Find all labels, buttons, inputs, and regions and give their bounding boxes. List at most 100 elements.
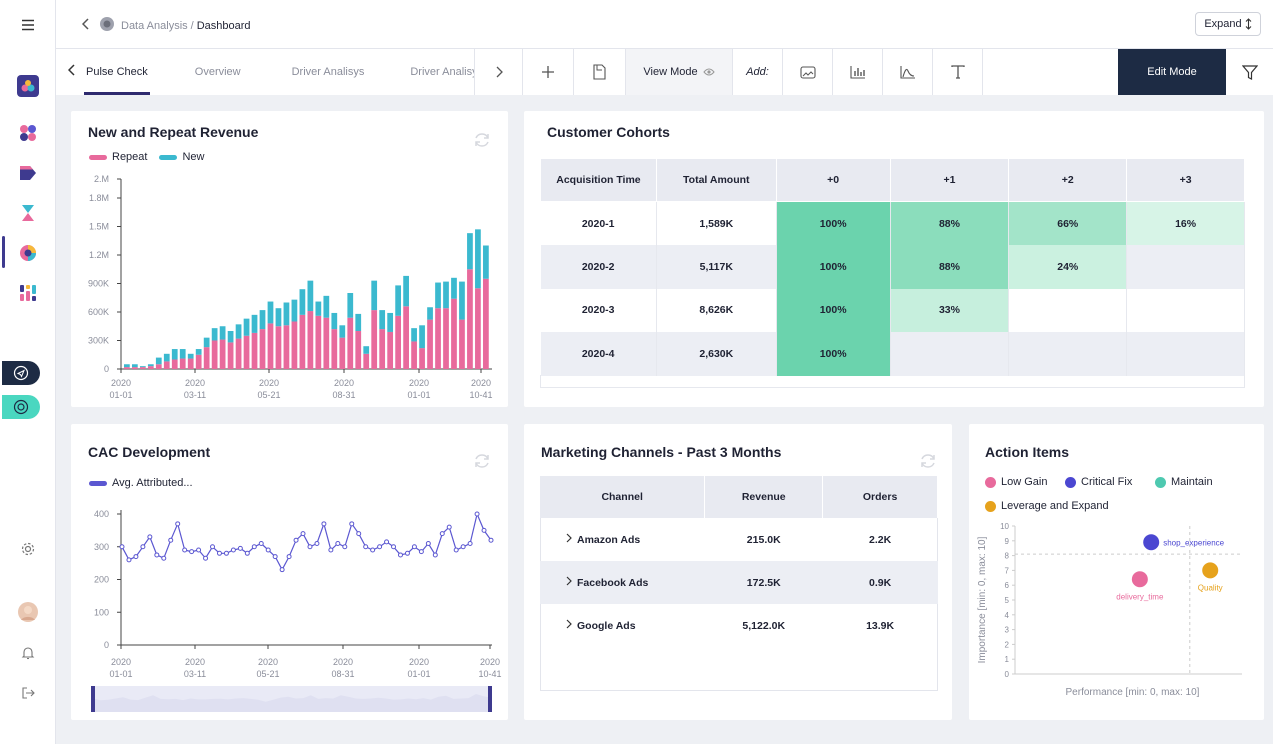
revenue-refresh-icon[interactable] xyxy=(472,130,492,150)
edit-mode-button[interactable]: Edit Mode xyxy=(1118,49,1226,95)
cac-range-navigator[interactable] xyxy=(91,686,492,712)
marketing-header-cell[interactable]: Orders xyxy=(822,476,938,518)
cac-point[interactable] xyxy=(223,550,229,556)
revenue-bar-new[interactable] xyxy=(291,299,298,322)
revenue-bar-new[interactable] xyxy=(387,312,394,332)
clusters-icon[interactable] xyxy=(10,119,46,147)
revenue-bar-repeat[interactable] xyxy=(227,342,234,369)
cac-legend[interactable]: Avg. Attributed... xyxy=(89,477,193,489)
revenue-bar-repeat[interactable] xyxy=(451,298,457,369)
scatter-point[interactable] xyxy=(1143,534,1160,551)
revenue-bar-repeat[interactable] xyxy=(347,317,354,369)
cohorts-header-cell[interactable]: Acquisition Time xyxy=(540,158,657,202)
revenue-bar-new[interactable] xyxy=(275,308,282,327)
revenue-bar-new[interactable] xyxy=(451,277,457,299)
tab-driver-analysis-2[interactable]: Driver Analisys xyxy=(410,66,474,78)
cac-point[interactable] xyxy=(349,521,355,527)
add-bar-chart-button[interactable] xyxy=(833,49,883,95)
cac-point[interactable] xyxy=(446,524,452,530)
duplicate-button[interactable] xyxy=(574,49,626,95)
revenue-bar-new[interactable] xyxy=(155,357,162,365)
revenue-bar-repeat[interactable] xyxy=(291,321,298,370)
add-line-chart-button[interactable] xyxy=(883,49,933,95)
tabs-prev-icon[interactable] xyxy=(67,63,76,81)
cac-point[interactable] xyxy=(286,554,292,560)
revenue-bar-repeat[interactable] xyxy=(251,332,258,369)
revenue-bar-repeat[interactable] xyxy=(443,308,449,369)
revenue-bar-repeat[interactable] xyxy=(371,310,378,369)
revenue-bar-new[interactable] xyxy=(427,307,433,320)
cac-point[interactable] xyxy=(258,540,264,546)
cac-point[interactable] xyxy=(418,549,424,555)
send-icon[interactable] xyxy=(2,361,40,385)
cohorts-header-cell[interactable]: +2 xyxy=(1008,158,1128,202)
cac-point[interactable] xyxy=(314,540,320,546)
breadcrumb-parent[interactable]: Data Analysis xyxy=(121,19,188,32)
revenue-bar-new[interactable] xyxy=(323,295,330,318)
expand-row-chevron-icon[interactable] xyxy=(566,576,572,589)
revenue-bar-new[interactable] xyxy=(371,280,378,311)
add-text-button[interactable] xyxy=(933,49,983,95)
revenue-bar-repeat[interactable] xyxy=(155,364,162,369)
revenue-bar-new[interactable] xyxy=(475,229,481,289)
revenue-bar-repeat[interactable] xyxy=(187,358,194,369)
view-mode-toggle[interactable]: View Mode xyxy=(626,49,733,95)
cohorts-header-cell[interactable]: +0 xyxy=(775,158,891,202)
cac-point[interactable] xyxy=(460,544,466,550)
revenue-bar-new[interactable] xyxy=(211,328,218,341)
revenue-bar-new[interactable] xyxy=(395,285,402,316)
hourglass-icon[interactable] xyxy=(10,199,46,227)
cac-point[interactable] xyxy=(265,547,271,553)
revenue-bar-repeat[interactable] xyxy=(395,315,402,369)
tab-pulse-check[interactable]: Pulse Check xyxy=(84,49,150,95)
revenue-bar-new[interactable] xyxy=(315,301,322,316)
cac-point[interactable] xyxy=(182,547,188,553)
cac-point[interactable] xyxy=(404,550,410,556)
marketing-row[interactable]: Amazon Ads 215.0K 2.2K xyxy=(540,518,938,561)
revenue-bar-repeat[interactable] xyxy=(139,367,146,369)
marketing-row[interactable]: Facebook Ads 172.5K 0.9K xyxy=(540,561,938,604)
cac-point[interactable] xyxy=(425,540,431,546)
cac-point[interactable] xyxy=(328,547,334,553)
marketing-header-cell[interactable]: Revenue xyxy=(704,476,824,518)
cac-point[interactable] xyxy=(335,540,341,546)
cac-point[interactable] xyxy=(175,521,181,527)
support-icon[interactable] xyxy=(2,395,40,419)
cac-point[interactable] xyxy=(321,521,327,527)
revenue-bar-repeat[interactable] xyxy=(315,315,322,369)
legend-new[interactable]: New xyxy=(159,151,205,163)
revenue-bar-repeat[interactable] xyxy=(243,335,250,369)
cac-point[interactable] xyxy=(168,537,174,543)
cac-point[interactable] xyxy=(300,531,306,537)
revenue-bar-new[interactable] xyxy=(467,233,473,270)
cac-point[interactable] xyxy=(370,547,376,553)
cac-point[interactable] xyxy=(293,537,299,543)
revenue-bar-new[interactable] xyxy=(443,281,449,309)
navigator-handle-right[interactable] xyxy=(488,686,492,712)
revenue-bar-repeat[interactable] xyxy=(459,319,465,369)
revenue-bar-repeat[interactable] xyxy=(435,308,441,369)
revenue-bar-new[interactable] xyxy=(171,349,178,360)
revenue-bar-new[interactable] xyxy=(219,326,226,340)
actions-legend-item[interactable]: Maintain xyxy=(1155,476,1213,488)
cac-point[interactable] xyxy=(216,550,222,556)
revenue-bar-repeat[interactable] xyxy=(171,359,178,370)
revenue-bar-repeat[interactable] xyxy=(355,331,362,369)
cac-point[interactable] xyxy=(272,554,278,560)
revenue-bar-new[interactable] xyxy=(243,318,250,336)
revenue-bar-repeat[interactable] xyxy=(331,329,338,369)
cac-point[interactable] xyxy=(397,552,403,558)
actions-legend-item[interactable]: Critical Fix xyxy=(1065,476,1132,488)
revenue-bar-repeat[interactable] xyxy=(179,358,186,369)
cac-point[interactable] xyxy=(432,552,438,558)
scatter-point[interactable] xyxy=(1131,571,1148,588)
cac-point[interactable] xyxy=(251,544,257,550)
revenue-bar-new[interactable] xyxy=(331,312,338,330)
cac-point[interactable] xyxy=(126,557,132,563)
revenue-bar-new[interactable] xyxy=(251,314,258,333)
revenue-bar-new[interactable] xyxy=(179,349,186,359)
cac-point[interactable] xyxy=(140,544,146,550)
cac-point[interactable] xyxy=(196,547,202,553)
cac-point[interactable] xyxy=(439,531,445,537)
cac-point[interactable] xyxy=(161,555,167,561)
